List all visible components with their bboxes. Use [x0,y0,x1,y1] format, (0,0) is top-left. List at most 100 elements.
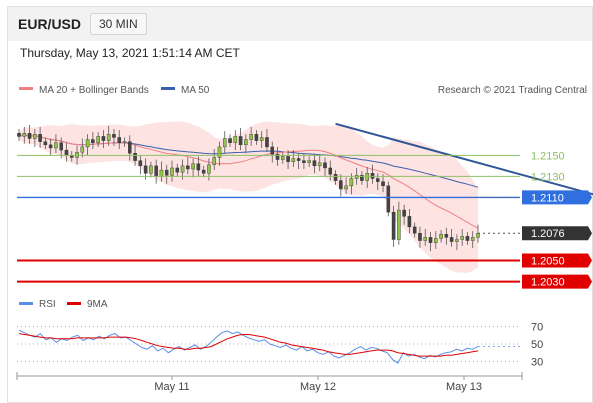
candle-body [370,173,375,179]
rsi-ma-line [18,333,479,357]
x-tick-label: May 12 [300,381,336,393]
rsi-legend-label: RSI [39,299,56,310]
candle-body [428,237,433,243]
candle-body [381,181,385,187]
candle-body [238,136,243,146]
candle-body [354,175,359,179]
candle-body [439,234,443,239]
rsi-legend-swatch [19,302,33,305]
ma50-legend-swatch [161,87,175,90]
x-axis-ticks: May 11 May 12 May 13 [16,372,523,393]
candle-body [233,136,238,143]
candle-body [291,158,296,162]
candle-body [17,133,21,137]
level-label: 1.2110 [531,192,564,204]
candle-body [85,139,90,148]
candle-body [54,142,58,149]
candle-body [349,178,354,187]
candle-body [296,158,301,161]
ma9-legend-swatch [67,302,81,305]
candle-body [418,232,422,241]
x-tick-label: May 11 [154,381,189,393]
candle-body [254,134,259,141]
candle-body [281,156,285,160]
candle-body [344,185,348,190]
candle-body [128,141,132,154]
x-tick-label: May 13 [446,381,482,393]
level-label: 1.2030 [531,277,565,289]
candle-body [222,138,227,148]
candle-body [307,160,311,163]
candle-body [38,134,42,142]
candle-body [270,146,275,155]
candle-body [423,237,428,241]
candle-body [91,139,95,143]
candle-body [75,151,79,158]
candle-body [164,169,169,176]
candle-body [212,157,216,166]
candle-body [228,138,232,143]
candle-body [143,165,148,174]
candle-body [312,160,317,167]
candle-body [196,163,201,171]
price-levels: 1.2150 1.2130 1.2110 1.2076 1.2050 1.2030 [17,150,592,289]
candle-body [154,165,158,177]
candle-body [434,238,438,243]
candle-body [22,133,27,137]
candle-body [275,154,280,160]
resistance-trendline [335,122,593,196]
symbol-label: EUR/USD [18,16,82,32]
candle-body [317,162,322,167]
level-label: 1.2076 [531,228,565,240]
candle-body [175,167,180,173]
candle-body [476,232,480,238]
timeframe-button[interactable]: 30 MIN [90,13,147,35]
level-label-box [522,190,592,205]
level-label: 1.2150 [531,150,565,162]
candle-body [217,146,222,158]
candle-body [133,153,137,161]
candle-body [328,167,333,175]
candle-body [159,169,164,177]
candle-body [265,137,269,148]
candle-body [117,137,122,143]
candle-body [470,237,475,241]
datetime-label: Thursday, May 13, 2021 1:51:14 AM CET [20,46,240,60]
candle-body [64,149,69,156]
candle-body [302,160,306,163]
chart-header: EUR/USD 30 MIN [8,7,592,41]
candle-body [391,211,396,240]
candle-body [244,139,248,146]
candle-body [180,165,185,173]
rsi-plot: 70 50 30 [17,322,543,368]
candle-body [407,216,412,228]
candle-body [43,141,48,146]
ma20-legend-label: MA 20 + Bollinger Bands [39,85,149,96]
candle-body [455,239,459,242]
candle-body [96,136,100,143]
level-label: 1.2130 [531,171,565,183]
level-label-box [522,274,592,289]
candle-body [360,175,364,181]
rsi-tick-label: 50 [531,339,543,351]
level-label-box [522,226,592,241]
candle-body [191,163,195,170]
candle-body [386,185,391,213]
candle-body [323,162,327,169]
rsi-tick-label: 70 [531,322,543,334]
candle-body [149,165,153,174]
candle-body [33,134,37,139]
ma20-legend-swatch [19,87,33,90]
candle-body [286,156,290,162]
ma20-line [18,134,479,229]
level-label-box [522,253,592,268]
candle-body [170,167,174,176]
candle-body [112,134,116,138]
candle-body [80,146,85,153]
candle-body [106,134,111,141]
candle-body [201,169,206,174]
candle-body [412,226,417,234]
candle-body [59,142,63,151]
chart-card: EUR/USD 30 MIN Thursday, May 13, 2021 1:… [7,6,593,403]
